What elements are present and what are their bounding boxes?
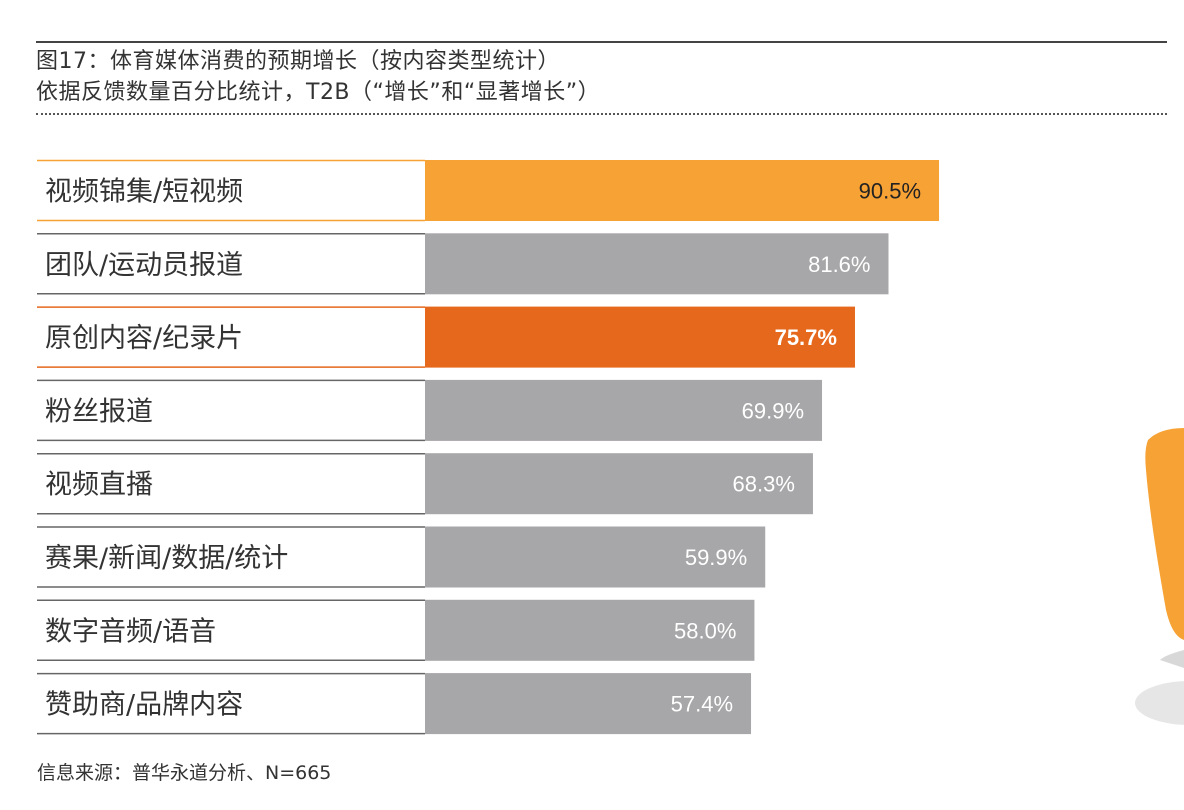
decorative-shape <box>1135 428 1184 725</box>
bar-row: 赞助商/品牌内容 57.4% <box>37 672 752 735</box>
bar <box>425 160 940 221</box>
bar-row: 视频锦集/短视频 90.5% <box>37 159 940 222</box>
decorative-orange-shape <box>1145 428 1184 640</box>
value-label: 57.4% <box>671 692 733 717</box>
value-label: 59.9% <box>685 545 747 570</box>
decorative-base <box>1135 681 1184 725</box>
bar <box>425 526 766 588</box>
value-label: 81.6% <box>808 252 870 277</box>
category-label: 赛果/新闻/数据/统计 <box>45 543 288 574</box>
value-label: 68.3% <box>733 472 795 497</box>
bar-row: 原创内容/纪录片 75.7% <box>37 306 855 368</box>
category-label: 粉丝报道 <box>45 396 153 427</box>
bar-row: 赛果/新闻/数据/统计 59.9% <box>37 526 766 588</box>
bar <box>425 233 889 295</box>
bar <box>425 673 752 735</box>
bar <box>425 379 823 441</box>
category-label: 赞助商/品牌内容 <box>45 690 243 721</box>
category-label: 视频锦集/短视频 <box>45 177 243 208</box>
value-label: 90.5% <box>859 179 921 204</box>
decorative-shadow <box>1160 650 1184 668</box>
bar <box>425 453 813 515</box>
category-label: 视频直播 <box>45 470 153 501</box>
source-note: 信息来源：普华永道分析、N=665 <box>37 762 332 784</box>
chart-subtitle: 依据反馈数量百分比统计，T2B（“增长”和“显著增长”） <box>36 80 601 105</box>
bar-row: 团队/运动员报道 81.6% <box>37 233 889 295</box>
category-label: 数字音频/语音 <box>45 616 216 647</box>
value-label: 75.7% <box>775 325 837 350</box>
bar-row: 粉丝报道 69.9% <box>37 379 823 442</box>
category-label: 原创内容/纪录片 <box>45 323 243 354</box>
bar-row: 视频直播 68.3% <box>37 452 813 515</box>
top-rule <box>36 41 1167 43</box>
bar <box>425 306 855 368</box>
chart-title: 图17：体育媒体消费的预期增长（按内容类型统计） <box>36 49 560 74</box>
bar <box>425 599 755 661</box>
category-label: 团队/运动员报道 <box>45 250 243 281</box>
value-label: 58.0% <box>674 618 736 643</box>
bars-layer: 视频锦集/短视频 90.5% 团队/运动员报道 81.6% 原创内容/纪录片 75.7% 粉… <box>37 159 940 735</box>
value-label: 69.9% <box>742 398 804 423</box>
bar-row: 数字音频/语音 58.0% <box>37 599 755 662</box>
dotted-divider <box>36 113 1167 115</box>
